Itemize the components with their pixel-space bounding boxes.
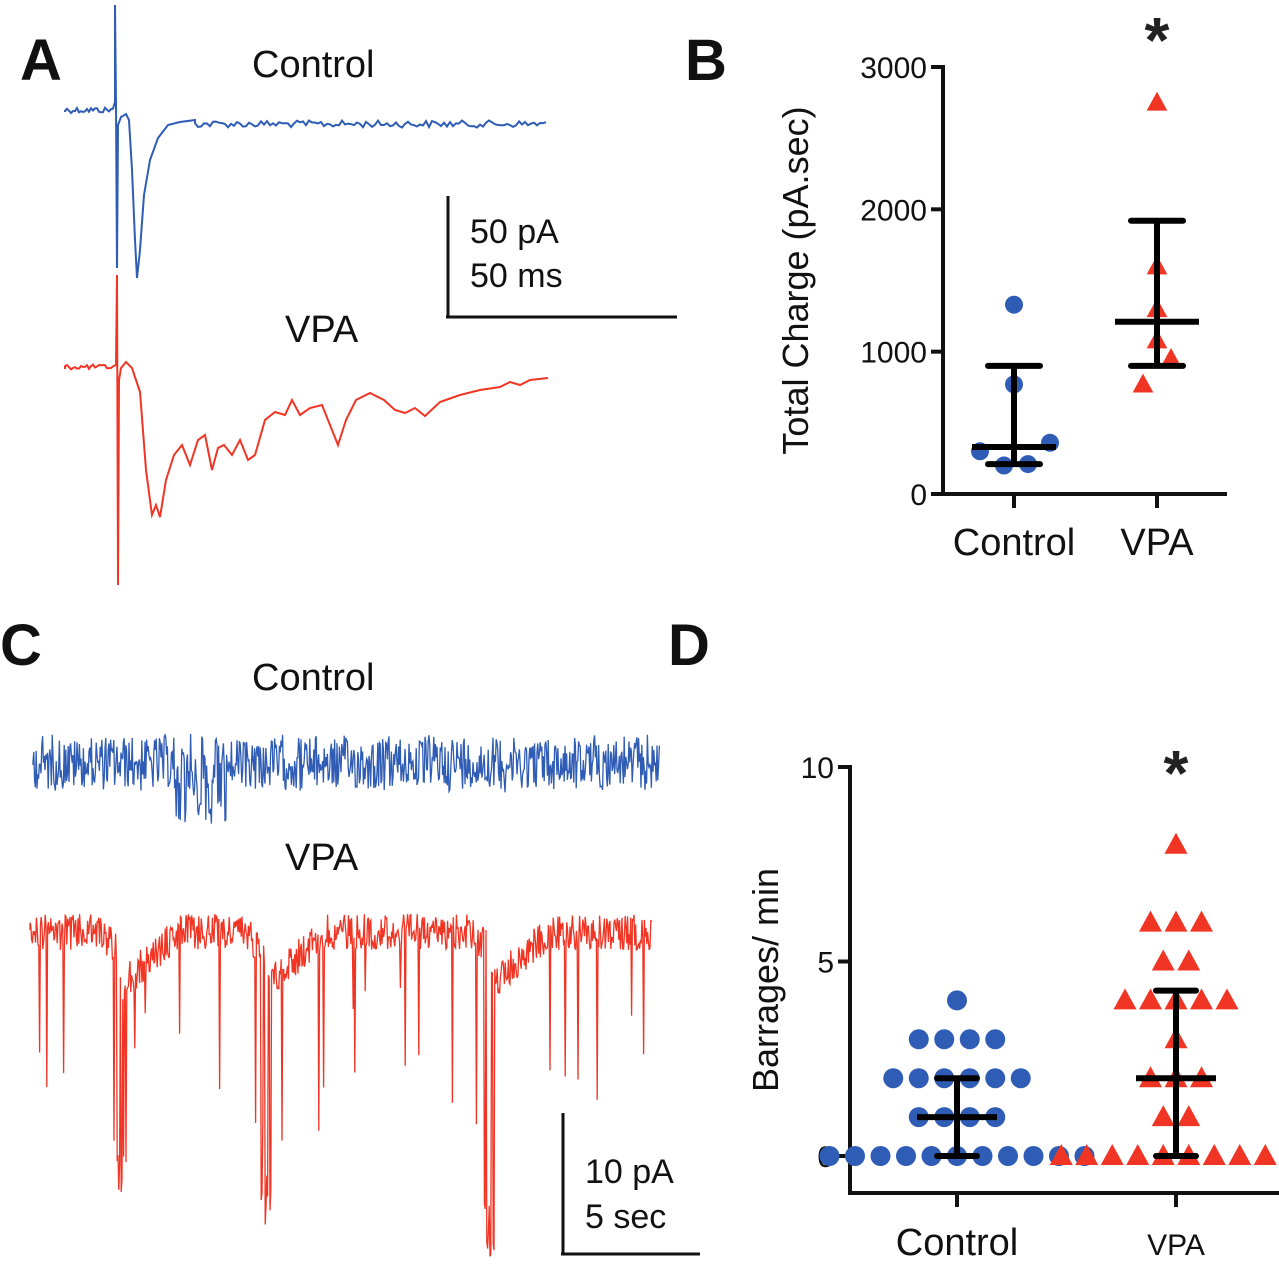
data-point-control [845,1146,865,1166]
scale-bar-c: 10 pA 5 sec [561,1113,700,1256]
y-tick-label: 0 [910,479,927,512]
data-point-vpa [1228,1144,1252,1165]
panel-letter-b: B [685,28,727,93]
data-point-vpa [1190,988,1213,1010]
trace-c-vpa [29,913,653,1257]
panel-c: Control VPA 10 pA 5 sec [29,657,700,1257]
scale-c-time: 5 sec [585,1198,666,1236]
trace-a-control [64,4,547,279]
data-point-vpa [1164,832,1188,854]
data-point-control [921,1146,942,1166]
scale-c-current: 10 pA [585,1153,674,1191]
trace-a-vpa [64,274,549,586]
panel-a-vpa-label: VPA [285,309,359,351]
panel-a: Control VPA 50 pA 50 ms [64,4,677,586]
y-tick-label: 3000 [860,52,927,85]
trace-c-control [32,733,661,824]
chart-b: 0 1000 2000 3000 Total Charge (pA.sec) Contro… [775,4,1227,564]
data-point-vpa [1160,347,1182,367]
data-point-vpa [1049,1144,1073,1165]
data-point-control [998,1146,1018,1166]
panel-a-control-label: Control [252,44,375,86]
y-tick-label: 2000 [860,194,927,227]
data-point-control [934,1029,955,1050]
data-point-control [908,1029,929,1050]
data-point-vpa [1075,1144,1099,1165]
data-point-vpa [1146,91,1168,111]
y-axis-title: Barrages/ min [745,868,786,1092]
data-point-vpa [1132,373,1154,393]
panel-letter-a: A [20,28,62,93]
data-point-vpa [1139,910,1162,932]
data-point-control [870,1146,891,1166]
data-point-control [985,1029,1006,1050]
data-point-vpa [1202,1144,1226,1165]
x-tick-label: VPA [1120,522,1194,564]
data-point-control [1005,295,1023,314]
data-point-vpa [1113,988,1137,1010]
x-tick-label: VPA [1147,1229,1205,1262]
data-point-control [972,1146,993,1166]
data-point-vpa [1100,1144,1124,1165]
y-tick-label: 10 [801,752,834,785]
data-point-vpa [1177,1105,1201,1127]
data-point-vpa [1215,988,1239,1010]
scale-bar-a: 50 pA 50 ms [446,196,677,319]
panel-c-control-label: Control [252,657,375,699]
data-point-control [896,1146,916,1166]
data-point-control [908,1068,929,1089]
panel-letter-d: D [668,613,710,678]
x-tick-label: Control [896,1222,1019,1264]
data-point-control [947,990,967,1011]
data-point-control [1023,1146,1044,1166]
x-tick-label: Control [953,522,1076,564]
data-point-vpa [1151,1105,1175,1127]
data-point-control [1010,1068,1031,1089]
data-point-vpa [1190,910,1213,932]
data-point-vpa [1139,988,1162,1010]
data-point-control [985,1068,1006,1089]
data-point-vpa [1253,1144,1277,1165]
data-point-control [959,1029,980,1050]
data-point-vpa [1151,949,1175,971]
data-point-vpa [1177,949,1201,971]
panel-letter-c: C [0,613,42,678]
data-point-control [883,1068,904,1089]
panel-c-vpa-label: VPA [285,837,359,879]
y-axis-title: Total Charge (pA.sec) [775,106,816,454]
scale-a-current: 50 pA [470,213,559,251]
data-point-vpa [1164,910,1188,932]
significance-asterisk: * [1164,737,1189,809]
significance-asterisk: * [1145,4,1170,76]
y-tick-label: 1000 [860,337,927,370]
scale-a-time: 50 ms [470,257,563,295]
data-point-control [819,1146,840,1166]
y-tick-label: 5 [817,947,834,980]
data-point-vpa [1126,1144,1150,1165]
